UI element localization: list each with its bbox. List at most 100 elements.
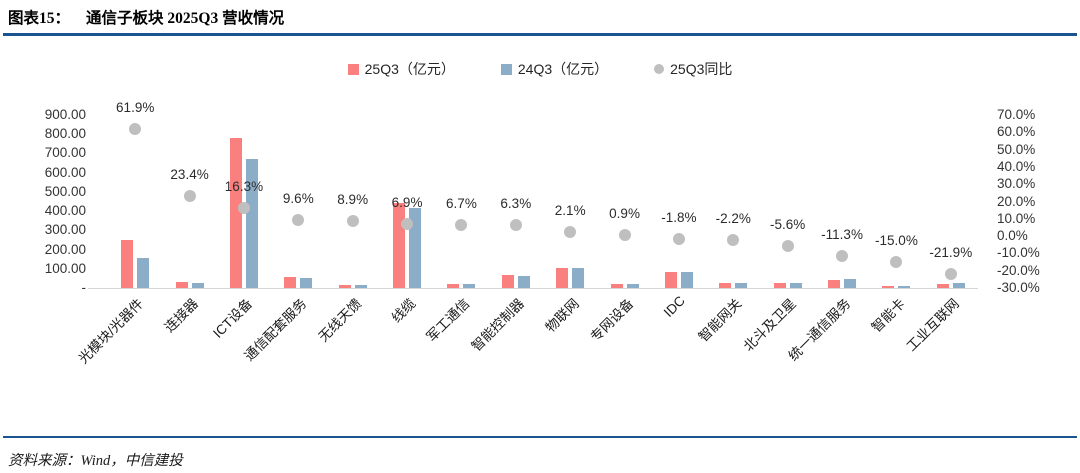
left-axis-tick: 600.00 <box>44 164 86 180</box>
bar-25q3 <box>175 281 188 288</box>
category-label: 光模块/光器件 <box>76 295 147 367</box>
figure-number: 图表15： <box>8 10 71 27</box>
yoy-data-label: 0.9% <box>609 205 640 221</box>
bar-24q3 <box>137 258 150 288</box>
right-axis-tick: 0.0% <box>997 228 1028 244</box>
category-label: IDC <box>660 293 688 321</box>
yoy-data-label: 6.3% <box>500 196 532 212</box>
category-label: 物联网 <box>542 295 582 336</box>
left-axis-tick: 400.00 <box>44 203 86 219</box>
yoy-dot <box>836 249 849 262</box>
category-label: 专网设备 <box>587 295 636 345</box>
category-slot: 23.4% 连接器 <box>162 115 216 335</box>
yoy-data-label: 2.1% <box>554 203 586 219</box>
bar-25q3 <box>393 203 406 288</box>
category-slot: 8.9% 无线天馈 <box>315 115 380 345</box>
left-axis-tick: 900.00 <box>44 107 86 122</box>
category-label: 无线天馈 <box>315 295 365 345</box>
bar-25q3 <box>338 284 351 288</box>
category-slot: -2.2% 智能网关 <box>696 115 760 345</box>
yoy-data-label: 16.3% <box>224 178 264 194</box>
legend-swatch-24q3-bar-icon <box>500 63 512 75</box>
category-slot: -21.9% 工业互联网 <box>904 115 978 354</box>
yoy-dot <box>727 233 740 246</box>
category-slot: -11.3% 统一通信服务 <box>786 115 869 364</box>
bar-24q3 <box>952 282 965 288</box>
left-axis-tick: 800.00 <box>44 126 86 142</box>
chart-legend: 25Q3（亿元） 24Q3（亿元） 25Q3同比 <box>0 59 1080 79</box>
figure-title: 图表15： 通信子板块 2025Q3 营收情况 <box>8 6 284 28</box>
bar-25q3 <box>719 283 732 288</box>
category-label: 智能控制器 <box>468 295 528 355</box>
right-axis-tick: -30.0% <box>997 280 1040 295</box>
category-slot: 16.3% ICT设备 <box>210 115 271 341</box>
yoy-dot <box>672 233 685 246</box>
bar-24q3 <box>517 276 530 288</box>
yoy-data-label: 23.4% <box>170 166 209 182</box>
yoy-dot <box>183 189 196 202</box>
left-axis-tick: 700.00 <box>44 145 86 161</box>
yoy-data-label: -2.2% <box>715 210 751 226</box>
category-label: 军工通信 <box>424 295 473 345</box>
legend-swatch-25q3-bar-icon <box>347 63 359 75</box>
bar-24q3 <box>735 283 748 288</box>
category-label: 连接器 <box>161 295 201 336</box>
right-axis-tick: 40.0% <box>997 158 1036 174</box>
category-slot: -15.0% 智能卡 <box>869 115 923 335</box>
footer-divider <box>3 436 1077 438</box>
yoy-data-label: 8.9% <box>337 191 369 207</box>
category-label: 智能卡 <box>868 295 908 336</box>
bar-25q3 <box>284 277 297 288</box>
bar-24q3 <box>680 271 693 288</box>
bar-24q3 <box>300 278 313 288</box>
legend-item-yoy: 25Q3同比 <box>654 59 732 79</box>
bar-24q3 <box>354 285 367 288</box>
yoy-dot <box>618 228 631 241</box>
legend-item-25q3: 25Q3（亿元） <box>347 59 455 79</box>
yoy-dot <box>509 219 522 232</box>
category-slot: 6.9% 线缆 <box>380 115 434 325</box>
yoy-dot <box>237 201 250 214</box>
bar-24q3 <box>626 283 639 288</box>
yoy-data-label: -1.8% <box>661 210 697 226</box>
left-axis-tick: - <box>81 280 87 295</box>
yoy-dot <box>890 256 903 269</box>
bar-24q3 <box>409 208 422 288</box>
bar-25q3 <box>229 138 242 288</box>
yoy-data-label: -15.0% <box>875 233 918 249</box>
right-axis-tick: 10.0% <box>997 210 1036 226</box>
category-label: 工业互联网 <box>903 295 963 355</box>
legend-label-25q3: 25Q3（亿元） <box>364 61 455 77</box>
bar-24q3 <box>572 268 585 288</box>
yoy-dot <box>564 226 577 239</box>
right-axis-tick: 20.0% <box>997 193 1036 209</box>
category-slot: -1.8% IDC <box>652 115 706 320</box>
yoy-data-label: -21.9% <box>929 245 973 260</box>
yoy-dot <box>781 239 794 252</box>
figure-title-text: 通信子板块 2025Q3 营收情况 <box>86 10 285 27</box>
right-axis-tick: 60.0% <box>997 124 1036 140</box>
left-axis-tick: 100.00 <box>44 260 86 276</box>
category-label: 智能网关 <box>695 295 745 345</box>
bar-24q3 <box>191 282 204 288</box>
plot-area: 61.9% 光模块/光器件 23.4% 连接器 16.3% ICT设备 9.6% 通信配套服务… <box>76 100 978 366</box>
yoy-dot <box>455 218 468 231</box>
right-axis-tick: -20.0% <box>997 262 1040 278</box>
right-axis-tick: 30.0% <box>997 176 1036 192</box>
yoy-dot <box>401 218 414 231</box>
category-slot: 0.9% 专网设备 <box>587 115 651 345</box>
source-note: 资料来源：Wind，中信建投 <box>8 453 183 469</box>
bar-25q3 <box>447 283 460 288</box>
bar-24q3 <box>789 282 802 288</box>
bar-25q3 <box>501 275 514 288</box>
bar-25q3 <box>773 283 786 288</box>
bar-25q3 <box>664 272 677 288</box>
bar-25q3 <box>936 283 949 288</box>
yoy-data-label: 6.7% <box>446 195 477 211</box>
category-slot: 2.1% 物联网 <box>542 115 597 335</box>
yoy-data-label: 9.6% <box>282 190 314 206</box>
bar-25q3 <box>121 239 134 288</box>
category-slot: 6.7% 军工通信 <box>424 115 488 345</box>
